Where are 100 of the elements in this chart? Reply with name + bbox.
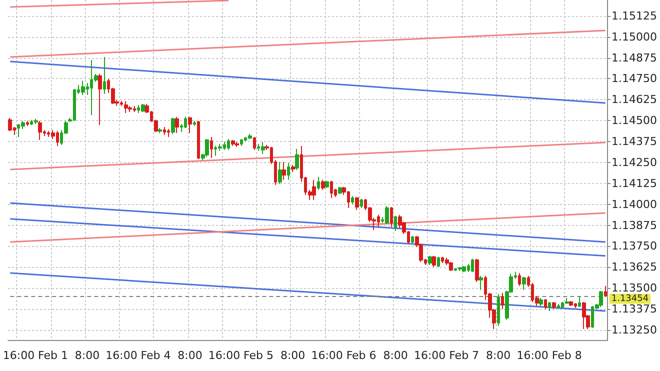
y-tick-label: 1.13375 (612, 302, 658, 316)
y-tick-label: 1.13500 (612, 282, 658, 295)
candlestick (103, 56, 106, 94)
candlestick (317, 176, 320, 190)
candlestick (501, 292, 504, 310)
candlestick (471, 258, 474, 272)
x-tick-label: Feb 5 (244, 349, 274, 362)
candlestick (479, 275, 483, 290)
x-tick-label: 16:00 (516, 349, 548, 362)
candlestick (321, 179, 325, 190)
candlestick (458, 266, 462, 272)
candlestick (141, 104, 145, 113)
y-tick-label: 1.13875 (612, 218, 658, 232)
candlestick (34, 118, 38, 124)
candlestick (197, 120, 200, 160)
x-tick-label: Feb 6 (346, 349, 376, 362)
candlestick (38, 120, 42, 141)
candlestick (167, 128, 170, 138)
candlestick (205, 138, 209, 158)
candlestick (578, 295, 581, 308)
candlestick (390, 206, 393, 228)
y-tick-label: 1.14000 (612, 198, 658, 211)
y-tick-label: 1.13625 (612, 260, 658, 274)
x-tick-label: 8:00 (486, 349, 511, 362)
candlestick (278, 161, 282, 184)
candlestick (253, 136, 256, 150)
candlestick (282, 161, 286, 180)
y-tick-label: 1.13750 (612, 240, 658, 253)
candlestick (235, 142, 239, 148)
y-tick-label: 1.13250 (612, 323, 658, 336)
x-tick-label: 16:00 (2, 349, 35, 362)
candlestick (231, 140, 235, 146)
candlestick (8, 117, 12, 132)
candlestick (81, 80, 85, 96)
candlestick (124, 100, 128, 114)
y-tick-label: 1.14625 (612, 93, 658, 106)
candlestick (26, 120, 29, 126)
candlestick (312, 179, 316, 200)
y-tick-label: 1.14125 (612, 176, 658, 190)
candlestick (497, 293, 500, 326)
candlestick (582, 301, 586, 330)
y-tick-label: 1.14500 (612, 114, 658, 128)
candlestick (449, 261, 453, 272)
y-tick-label: 1.14250 (612, 156, 658, 169)
y-tick-label: 1.14375 (612, 135, 658, 148)
candlestick (248, 133, 252, 140)
x-tick-label: Feb 4 (140, 349, 171, 362)
candlestick (184, 116, 187, 128)
y-tick-label: 1.15000 (612, 30, 658, 44)
candlestick (462, 265, 466, 272)
candlestick (338, 186, 342, 194)
candlestick (385, 206, 389, 224)
y-tick-label: 1.14750 (612, 72, 658, 86)
candlestick (287, 162, 290, 180)
x-tick-label: 8:00 (383, 349, 408, 362)
candlestick (210, 136, 213, 158)
y-tick-label: 1.14875 (612, 51, 658, 64)
candlestick (557, 303, 560, 310)
x-tick-label: 16:00 (208, 349, 240, 362)
y-tick-label: 1.15125 (612, 9, 658, 22)
x-tick-label: 16:00 (311, 349, 343, 362)
ref-line-label: 1.13454 (611, 294, 649, 304)
candlestick (522, 276, 526, 290)
candlestick (552, 301, 556, 310)
x-tick-label: Feb 8 (552, 349, 582, 362)
candlestick (604, 285, 607, 298)
candlestick (569, 300, 573, 306)
candlestick (437, 256, 440, 268)
candlestick (171, 117, 175, 134)
candlestick (351, 195, 354, 204)
candlestick (158, 127, 162, 134)
candlestick (360, 198, 363, 209)
candlestick (240, 138, 243, 146)
candlestick (428, 255, 432, 266)
candlestick (539, 297, 543, 306)
x-tick-label: 8:00 (280, 349, 306, 362)
candlestick (175, 116, 179, 134)
candlestick (411, 235, 414, 244)
x-tick-label: 16:00 (414, 349, 446, 362)
candlestick (163, 126, 166, 136)
candlestick (355, 196, 359, 211)
x-tick-label: 16:00 (106, 349, 138, 362)
candlestick (291, 164, 295, 173)
candlestick (432, 255, 436, 268)
x-tick-label: Feb 7 (449, 349, 480, 362)
candlestick (544, 298, 547, 310)
candlestick (227, 138, 230, 150)
candlestick (518, 272, 521, 286)
x-tick-label: Feb 1 (38, 349, 68, 362)
candlestick (548, 301, 551, 312)
candlestick (565, 297, 569, 304)
candlestick (325, 180, 329, 188)
candlestick (193, 120, 196, 126)
candlestick (475, 258, 479, 282)
candlestick (261, 142, 265, 154)
candlestick (295, 148, 299, 170)
candlestick (394, 215, 397, 232)
candlestick (98, 73, 102, 126)
candlestick (330, 180, 333, 198)
x-tick-label: 8:00 (74, 349, 100, 362)
